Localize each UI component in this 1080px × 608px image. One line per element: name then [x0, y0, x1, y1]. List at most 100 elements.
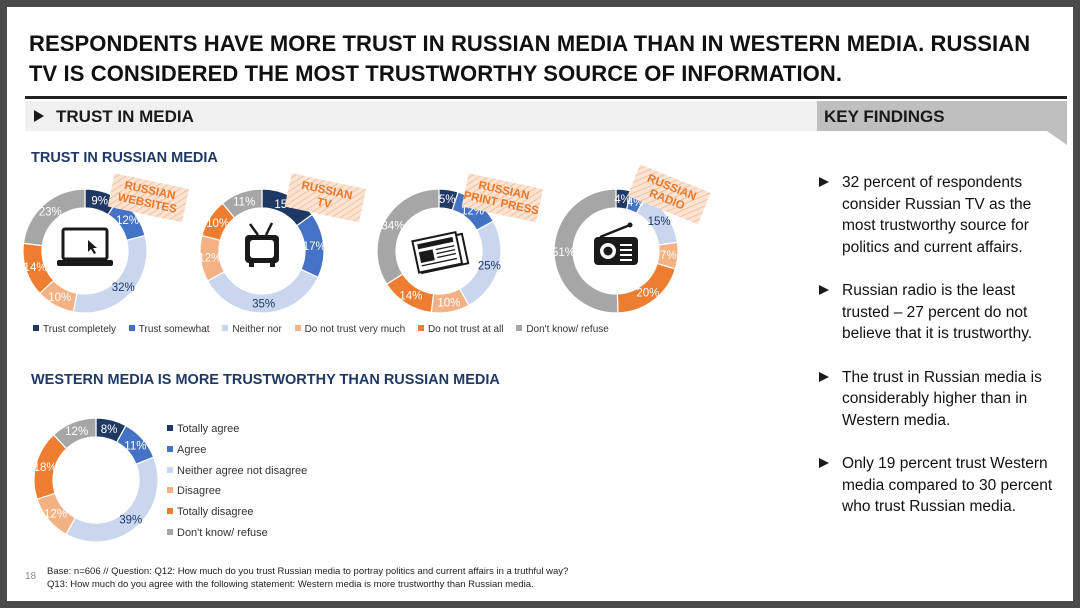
label-hatch-box — [627, 164, 711, 225]
donut-2-value-label: 11% — [233, 197, 255, 209]
donut-2-value-label: 12% — [198, 253, 221, 265]
legend-item: Totally disagree — [167, 506, 307, 527]
donut-4-value-label: 7% — [660, 250, 677, 262]
section-bar: TRUST IN MEDIA — [25, 101, 817, 131]
legend-swatch — [167, 466, 173, 473]
legend-swatch — [128, 325, 135, 331]
slide-title: RESPONDENTS HAVE MORE TRUST IN RUSSIAN M… — [29, 31, 1031, 86]
legend-swatch — [294, 325, 301, 331]
donut-3-value-label: 10% — [437, 298, 460, 310]
donut-4-value-label: 20% — [636, 288, 659, 300]
legend-item: Don't know/ refuse — [167, 527, 307, 548]
triangle-bullet-icon — [819, 285, 829, 295]
donut-western-slice — [52, 417, 97, 450]
legend-label: Trust completely — [43, 324, 116, 335]
legend-label: Totally disagree — [177, 506, 254, 519]
legend-item: Trust somewhat — [128, 324, 210, 335]
footnote-line: Q13: How much do you agree with the foll… — [47, 579, 534, 590]
legend-trust: Trust completely Trust somewhat Neither … — [33, 324, 619, 335]
label-hatch-box — [284, 173, 367, 223]
donut-western-value-label: 39% — [119, 514, 142, 526]
donut-4-value-label: 4% — [614, 194, 631, 206]
laptop-icon — [57, 227, 113, 266]
newspaper-icon — [411, 230, 470, 275]
legend-item: Totally agree — [167, 423, 307, 444]
legend-item: Disagree — [167, 485, 307, 506]
legend-label: Neither agree not disagree — [177, 464, 308, 477]
donut-western-value-label: 12% — [44, 508, 67, 520]
finding-text: Only 19 percent trust Western media comp… — [842, 455, 1053, 515]
label-hatch-box — [461, 173, 544, 223]
finding-text: Russian radio is the least trusted – 27 … — [842, 282, 1033, 342]
donut-1-value-label: 14% — [24, 262, 47, 274]
key-findings-list: 32 percent of respondents consider Russi… — [819, 172, 1064, 540]
triangle-bullet-icon — [819, 458, 829, 468]
donut-1-value-label: 9% — [91, 196, 108, 208]
triangle-bullet-icon — [819, 371, 829, 382]
legend-label: Do not trust very much — [304, 324, 406, 335]
page-number: 18 — [25, 571, 37, 582]
triangle-bullet-icon — [34, 110, 44, 122]
legend-label: Trust somewhat — [138, 324, 210, 335]
finding-item: The trust in Russian media is considerab… — [819, 367, 1064, 432]
donut-1-value-label: 32% — [112, 282, 135, 294]
legend-swatch — [167, 425, 173, 431]
footnote-line: Base: n=606 // Question: Q12: How much d… — [47, 566, 569, 577]
finding-text: The trust in Russian media is considerab… — [842, 368, 1042, 429]
footnote: Base: n=606 // Question: Q12: How much d… — [47, 565, 568, 591]
key-findings-label: KEY FINDINGS — [824, 107, 945, 126]
legend-swatch — [33, 325, 39, 331]
donut-western-value-label: 11% — [124, 440, 146, 452]
legend-swatch — [417, 325, 424, 331]
donut-4-slice — [553, 188, 619, 314]
finding-item: 32 percent of respondents consider Russi… — [819, 172, 1064, 258]
legend-item: Don't know/ refuse — [516, 324, 609, 335]
donut-western-value-label: 12% — [65, 426, 88, 438]
donut-4-value-label: 15% — [648, 216, 671, 228]
donut-2-value-label: 10% — [206, 218, 229, 230]
donut-1-value-label: 10% — [48, 292, 71, 304]
legend-label: Don't know/ refuse — [526, 324, 609, 335]
finding-item: Only 19 percent trust Western media comp… — [819, 453, 1064, 518]
legend-swatch — [167, 487, 173, 494]
legend-item: Neither agree not disagree — [167, 465, 307, 486]
donut-1-slice — [22, 188, 86, 247]
finding-item: Russian radio is the least trusted – 27 … — [819, 280, 1064, 345]
donut-1-value-label: 23% — [39, 207, 62, 219]
legend-swatch — [167, 445, 173, 452]
label-hatch-box — [107, 173, 190, 223]
legend-item: Do not trust at all — [417, 324, 504, 335]
donut-2-slice — [221, 188, 263, 219]
legend-item: Trust completely — [33, 324, 116, 335]
legend-item: Neither nor — [222, 324, 282, 335]
legend-swatch — [516, 325, 523, 331]
legend-swatch — [222, 325, 229, 331]
legend-agree: Totally agree Agree Neither agree not di… — [167, 423, 307, 548]
legend-label: Don't know/ refuse — [177, 526, 268, 539]
donut-western-value-label: 8% — [101, 424, 118, 436]
donut-2-value-label: 35% — [252, 298, 275, 310]
legend-swatch — [167, 508, 173, 515]
donut-3-slice — [376, 188, 440, 286]
legend-label: Do not trust at all — [427, 324, 504, 335]
legend-label: Neither nor — [232, 324, 282, 335]
legend-label: Totally agree — [177, 423, 240, 435]
subtitle-russian-media: TRUST IN RUSSIAN MEDIA — [31, 150, 218, 166]
section-label: TRUST IN MEDIA — [56, 107, 194, 126]
subtitle-western-media: WESTERN MEDIA IS MORE TRUSTWORTHY THAN R… — [31, 372, 500, 388]
title-rule — [25, 96, 1067, 99]
donut-western-slice — [65, 456, 159, 543]
media-type-label-line: TV — [316, 196, 333, 211]
donut-3-value-label: 5% — [439, 194, 456, 206]
donut-1-value-label: 12% — [116, 215, 139, 227]
donut-3-value-label: 14% — [399, 290, 422, 302]
finding-text: 32 percent of respondents consider Russi… — [842, 174, 1032, 256]
key-findings-fold — [1047, 131, 1067, 145]
triangle-bullet-icon — [819, 177, 829, 187]
tv-icon — [245, 222, 279, 267]
donut-2-value-label: 17% — [303, 241, 326, 253]
